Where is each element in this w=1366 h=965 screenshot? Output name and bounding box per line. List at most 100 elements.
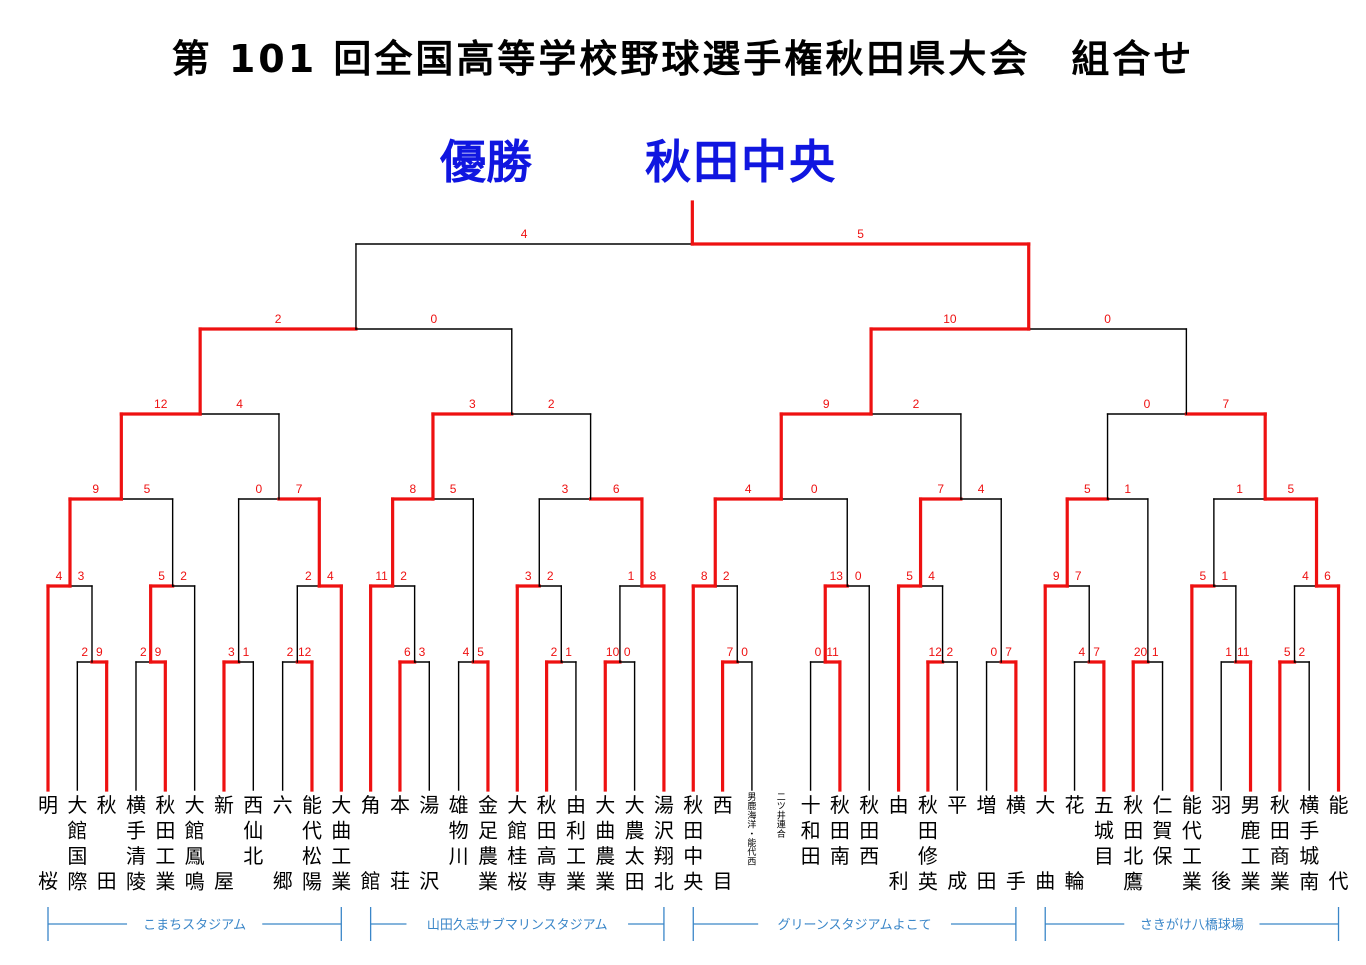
score-label: 9 <box>92 482 99 496</box>
team-name-char: 曲 <box>595 819 615 843</box>
score-label: 8 <box>701 569 708 583</box>
score-label: 13 <box>830 569 844 583</box>
team-name-char: 秋 <box>1123 793 1143 817</box>
team-name-char: 雄 <box>449 793 469 817</box>
score-label: 6 <box>613 482 620 496</box>
team-name-char: 田 <box>155 819 175 843</box>
team-name-char: 手 <box>1006 869 1026 893</box>
team-name-char: 業 <box>1182 870 1202 894</box>
score-label: 3 <box>562 482 569 496</box>
team-name-char: 荘 <box>390 869 410 893</box>
score-label: 5 <box>1284 645 1291 659</box>
score-label: 3 <box>228 645 235 659</box>
team-name-char: 平 <box>947 793 967 817</box>
team-name-char: 大 <box>507 793 527 817</box>
team-name-char: 北 <box>243 844 263 868</box>
score-label: 1 <box>1225 645 1232 659</box>
score-label: 2 <box>140 645 147 659</box>
team-name-char: 農 <box>595 844 615 868</box>
team-name-char: 由 <box>566 793 586 817</box>
team-name-char: 大 <box>1035 793 1055 817</box>
team-name-char: 仁 <box>1153 793 1173 817</box>
score-label: 4 <box>463 645 470 659</box>
score-label: 0 <box>815 645 822 659</box>
score-label: 4 <box>978 482 985 496</box>
score-label: 4 <box>56 569 63 583</box>
score-label: 5 <box>1200 569 1207 583</box>
score-label: 2 <box>551 645 558 659</box>
team-name-char: 田 <box>830 819 850 843</box>
score-label: 1 <box>1222 569 1229 583</box>
team-name-char: 代 <box>1182 819 1202 843</box>
team-name-char: 沢 <box>419 869 439 893</box>
team-name-char: 合 <box>777 828 786 840</box>
team-name-char: 能 <box>747 837 756 849</box>
team-name-char: 陽 <box>302 870 322 894</box>
team-name-char: 田 <box>801 844 821 868</box>
score-label: 7 <box>1005 645 1012 659</box>
team-name-char: 秋 <box>155 793 175 817</box>
team-name-char: 仙 <box>243 819 263 843</box>
score-label: 1 <box>1152 645 1159 659</box>
team-name-char: 高 <box>537 844 557 868</box>
page-title: 第 101 回全国高等学校野球選手権秋田県大会 組合せ <box>171 37 1195 81</box>
team-name-char: 郷 <box>273 869 293 893</box>
team-name-char: 修 <box>918 844 938 868</box>
score-label: 0 <box>1104 312 1111 326</box>
team-name-char: 秋 <box>830 793 850 817</box>
team-name-char: 中 <box>683 844 703 868</box>
team-name-char: 業 <box>478 870 498 894</box>
score-label: 6 <box>1324 569 1331 583</box>
score-label: 5 <box>450 482 457 496</box>
team-name-char: ツ <box>777 802 786 812</box>
score-label: 5 <box>144 482 151 496</box>
score-label: 0 <box>624 645 631 659</box>
team-name-char: 利 <box>889 869 909 893</box>
team-name-char: 曲 <box>1035 869 1055 893</box>
team-name-char: 田 <box>1123 819 1143 843</box>
score-label: 0 <box>1144 397 1151 411</box>
team-name-char: 足 <box>478 819 498 843</box>
score-label: 11 <box>375 569 388 583</box>
team-name-char: 大 <box>595 793 615 817</box>
score-label: 9 <box>1053 569 1060 583</box>
team-name-char: 湯 <box>654 793 674 817</box>
team-name-char: 翔 <box>654 844 674 868</box>
team-name-char: 角 <box>361 793 381 817</box>
score-label: 2 <box>1299 645 1306 659</box>
score-label: 12 <box>298 645 312 659</box>
team-name-char: 鹿 <box>1241 819 1261 843</box>
score-label: 11 <box>1237 645 1250 659</box>
team-name-char: 業 <box>1241 870 1261 894</box>
score-label: 0 <box>255 482 262 496</box>
team-name-char: 本 <box>390 793 410 817</box>
team-name-char: 新 <box>214 793 234 817</box>
team-name-char: 工 <box>1182 844 1202 868</box>
team-name-char: 横 <box>1006 793 1026 817</box>
score-label: 5 <box>158 569 165 583</box>
score-label: 7 <box>1093 645 1100 659</box>
score-label: 5 <box>906 569 913 583</box>
score-label: 4 <box>1302 569 1309 583</box>
score-label: 2 <box>547 569 554 583</box>
team-name-char: 連 <box>777 819 786 831</box>
team-name-char: 西 <box>243 793 263 817</box>
team-name-char: 田 <box>859 819 879 843</box>
score-label: 1 <box>565 645 572 659</box>
team-name-char: 曲 <box>331 819 351 843</box>
team-name-char: 西 <box>747 856 756 867</box>
champion-label: 優勝 <box>440 135 532 189</box>
team-name-char: 花 <box>1065 793 1085 817</box>
score-label: 2 <box>947 645 954 659</box>
team-name-char: 館 <box>185 819 205 843</box>
score-label: 5 <box>1084 482 1091 496</box>
score-label: 0 <box>855 569 862 583</box>
score-label: 2 <box>400 569 407 583</box>
team-name-char: 鹿 <box>747 800 756 812</box>
team-name-char: 大 <box>185 793 205 817</box>
team-name-char: 男 <box>747 792 756 803</box>
score-label: 0 <box>811 482 818 496</box>
score-label: 4 <box>327 569 334 583</box>
team-name-char: 工 <box>331 844 351 868</box>
